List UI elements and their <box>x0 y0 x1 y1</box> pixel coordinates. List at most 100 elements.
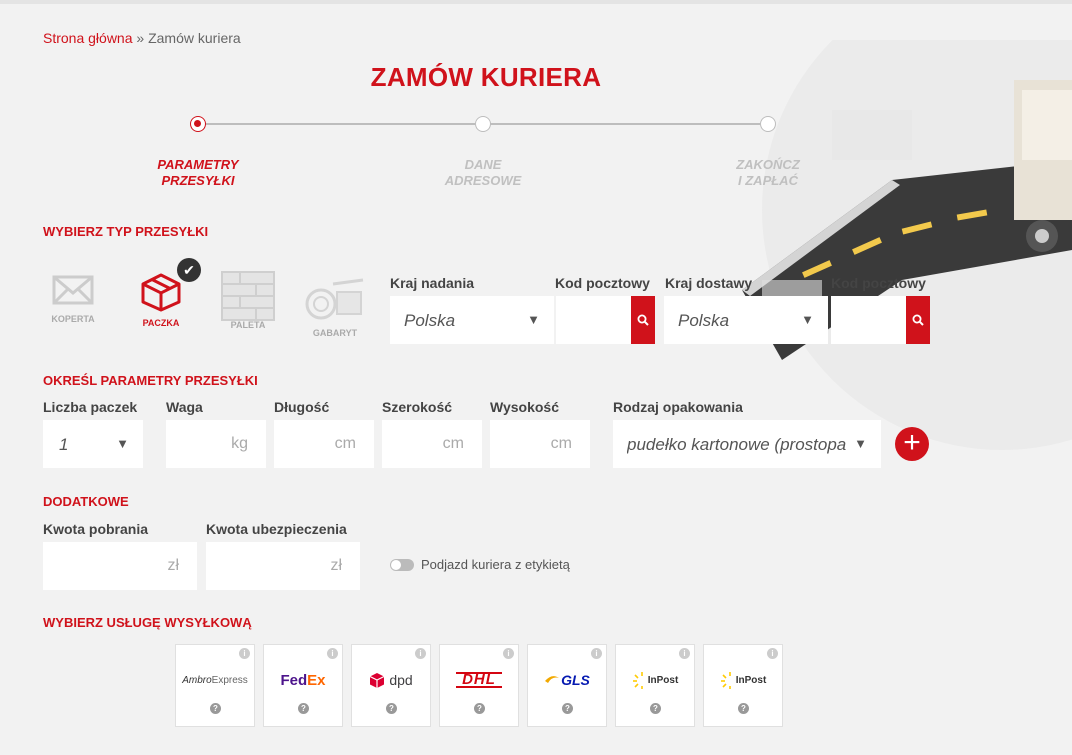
dhl-logo: DHL <box>440 669 518 691</box>
help-icon[interactable]: ? <box>650 703 661 714</box>
origin-country-label: Kraj nadania <box>390 275 475 291</box>
info-icon[interactable]: i <box>591 648 602 659</box>
breadcrumb-separator: » <box>136 30 145 46</box>
step-line-2 <box>490 123 760 125</box>
info-icon[interactable]: i <box>503 648 514 659</box>
envelope-icon <box>52 275 94 305</box>
inpost-paczkomaty-logo: InPost <box>616 669 694 691</box>
breadcrumb-home-link[interactable]: Strona główna <box>43 30 133 46</box>
section-additional-title: DODATKOWE <box>43 494 129 509</box>
inpost-sun-icon <box>720 672 731 689</box>
weight-label: Waga <box>166 399 203 415</box>
packaging-select[interactable]: pudełko kartonowe (prostopa ▼ <box>613 420 881 468</box>
add-package-button[interactable]: + <box>895 427 929 461</box>
info-icon[interactable]: i <box>327 648 338 659</box>
dest-zip-search-button[interactable] <box>906 296 930 344</box>
carrier-card-dhl[interactable]: i DHL ? <box>439 644 519 727</box>
section-parameters-title: OKREŚL PARAMETRY PRZESYŁKI <box>43 373 258 388</box>
dpd-logo: dpd <box>352 669 430 691</box>
dest-country-select[interactable]: Polska ▼ <box>664 296 828 344</box>
search-icon <box>912 314 924 326</box>
info-icon[interactable]: i <box>415 648 426 659</box>
pickup-label-toggle[interactable] <box>390 559 414 571</box>
package-type-oversized[interactable]: GABARYT <box>300 272 370 338</box>
pallet-icon <box>221 271 275 321</box>
gls-logo: GLS <box>528 669 606 691</box>
length-unit: cm <box>334 435 356 452</box>
carrier-card-fedex[interactable]: i Fed Ex ? <box>263 644 343 727</box>
gls-swoosh-icon <box>545 676 560 683</box>
carrier-card-ambroexpress[interactable]: i Ambro Express ? <box>175 644 255 727</box>
length-label: Długość <box>274 399 330 415</box>
ambroexpress-logo: Ambro Express <box>182 674 248 686</box>
step-dot-address[interactable] <box>475 116 491 132</box>
height-unit: cm <box>550 435 572 452</box>
help-icon[interactable]: ? <box>210 703 221 714</box>
length-input[interactable]: cm <box>274 420 374 468</box>
inpost-logo: InPost <box>704 669 782 691</box>
height-label: Wysokość <box>490 399 559 415</box>
insurance-label: Kwota ubezpieczenia <box>206 521 347 537</box>
info-icon[interactable]: i <box>767 648 778 659</box>
step-dot-parameters[interactable] <box>190 116 206 132</box>
help-icon[interactable]: ? <box>562 703 573 714</box>
breadcrumb-current: Zamów kuriera <box>148 30 241 46</box>
package-type-label: PALETA <box>230 320 266 330</box>
info-icon[interactable]: i <box>239 648 250 659</box>
help-icon[interactable]: ? <box>474 703 485 714</box>
origin-country-select[interactable]: Polska ▼ <box>390 296 554 344</box>
oversized-icon <box>305 278 364 320</box>
box-icon <box>141 273 181 312</box>
search-icon <box>637 314 649 326</box>
carrier-card-dpd[interactable]: i dpd ? <box>351 644 431 727</box>
origin-zip-search-button[interactable] <box>631 296 655 344</box>
chevron-down-icon: ▼ <box>854 436 867 451</box>
insurance-amount-input[interactable]: zł <box>206 542 360 590</box>
dest-zip-label: Kod pocztowy <box>831 275 926 291</box>
dpd-cube-icon <box>370 672 385 688</box>
carrier-card-inpost-paczkomaty[interactable]: i InPost ? <box>615 644 695 727</box>
package-type-pallet[interactable]: PALETA <box>213 271 283 330</box>
carrier-card-gls[interactable]: i GLS ? <box>527 644 607 727</box>
step-dot-finish[interactable] <box>760 116 776 132</box>
package-count-select[interactable]: 1 ▼ <box>43 420 143 468</box>
breadcrumb: Strona główna » Zamów kuriera <box>43 30 241 46</box>
step-label-address[interactable]: DANE ADRESOWE <box>444 157 522 188</box>
info-icon[interactable]: i <box>679 648 690 659</box>
carrier-card-inpost[interactable]: i InPost ? <box>703 644 783 727</box>
chevron-down-icon: ▼ <box>801 312 814 327</box>
width-label: Szerokość <box>382 399 453 415</box>
step-label-finish[interactable]: ZAKOŃCZ I ZAPŁAĆ <box>736 157 800 188</box>
help-icon[interactable]: ? <box>738 703 749 714</box>
insurance-unit: zł <box>330 557 342 574</box>
selected-check-icon: ✔ <box>177 258 201 282</box>
pickup-label-text: Podjazd kuriera z etykietą <box>421 557 570 572</box>
help-icon[interactable]: ? <box>298 703 309 714</box>
dest-zip-input[interactable] <box>831 296 907 344</box>
help-icon[interactable]: ? <box>386 703 397 714</box>
fedex-logo: Fed Ex <box>280 671 326 689</box>
weight-unit: kg <box>231 435 248 452</box>
origin-zip-label: Kod pocztowy <box>555 275 650 291</box>
packaging-label: Rodzaj opakowania <box>613 399 743 415</box>
chevron-down-icon: ▼ <box>527 312 540 327</box>
cod-label: Kwota pobrania <box>43 521 149 537</box>
origin-zip-input[interactable] <box>556 296 632 344</box>
package-type-label: PACZKA <box>142 318 180 328</box>
height-input[interactable]: cm <box>490 420 590 468</box>
dest-country-label: Kraj dostawy <box>665 275 753 291</box>
weight-input[interactable]: kg <box>166 420 266 468</box>
truck-illustration <box>742 40 1072 450</box>
package-type-parcel[interactable]: PACZKA <box>126 272 196 328</box>
package-type-label: GABARYT <box>312 328 358 338</box>
count-label: Liczba paczek <box>43 399 138 415</box>
step-line-1 <box>205 123 475 125</box>
package-type-envelope[interactable]: KOPERTA <box>38 272 108 324</box>
chevron-down-icon: ▼ <box>116 436 129 451</box>
page-title: ZAMÓW KURIERA <box>370 62 602 92</box>
top-border <box>0 0 1072 4</box>
package-type-label: KOPERTA <box>51 314 95 324</box>
step-label-parameters[interactable]: PARAMETRY PRZESYŁKI <box>157 157 239 188</box>
cod-amount-input[interactable]: zł <box>43 542 197 590</box>
width-input[interactable]: cm <box>382 420 482 468</box>
